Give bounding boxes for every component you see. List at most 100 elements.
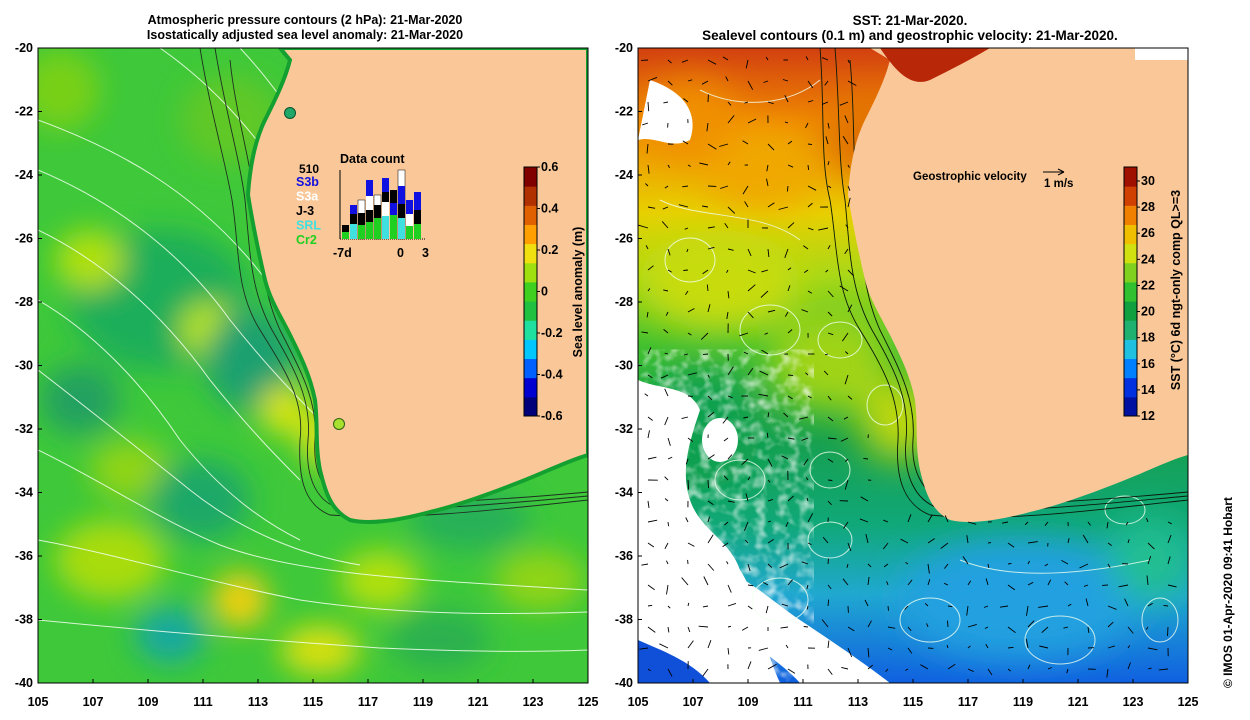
right-latitude-tick-label: -32 bbox=[615, 422, 633, 436]
mission-legend-srl: SRL bbox=[296, 219, 321, 233]
left-latitude-tick-label: -24 bbox=[15, 168, 33, 182]
sea-level-colorbar-segment bbox=[524, 377, 537, 398]
sea-level-colorbar-segment bbox=[524, 262, 537, 283]
left-longitude-tick-label: 111 bbox=[193, 695, 213, 709]
sealevel-contours bbox=[659, 79, 1179, 665]
sea-level-colorbar-segment bbox=[524, 167, 537, 187]
right-longitude-tick-label: 109 bbox=[738, 695, 759, 709]
left-longitude-tick-label: 109 bbox=[138, 695, 159, 709]
imos-credit: © IMOS 01-Apr-2020 09:41 Hobart bbox=[1221, 497, 1235, 688]
right-latitude-tick-label: -28 bbox=[615, 295, 633, 309]
right-latitude-tick-label: -22 bbox=[615, 105, 633, 119]
sst-colorbar-segment bbox=[1124, 377, 1137, 398]
sea-level-colorbar: 0.6 0.4 0.2 0 -0.2 -0.4 -0.6 Sea level anomaly… bbox=[523, 160, 585, 423]
australia-land-left bbox=[245, 48, 588, 524]
sst-colorbar-segment bbox=[1124, 205, 1137, 225]
velocity-legend-label: Geostrophic velocity bbox=[913, 171, 1027, 183]
geostrophic-velocity-arrows bbox=[638, 56, 1177, 678]
left-title-line2: Isostatically adjusted sea level anomaly… bbox=[146, 28, 464, 42]
sea-level-colorbar-segment bbox=[524, 224, 537, 245]
left-latitude-tick-label: -36 bbox=[15, 549, 33, 563]
left-map-title: Atmospheric pressure contours (2 hPa): 2… bbox=[100, 13, 510, 43]
left-longitude-tick-label: 107 bbox=[83, 695, 104, 709]
left-latitude-tick-label: -40 bbox=[15, 676, 33, 690]
australia-land-right bbox=[848, 48, 1188, 523]
right-latitude-tick-label: -38 bbox=[615, 613, 633, 627]
sea-level-colorbar-segment bbox=[524, 320, 537, 340]
velocity-legend: Geostrophic velocity 1 m/s bbox=[913, 168, 1073, 190]
sea-level-colorbar-segment bbox=[524, 281, 537, 302]
left-title-line1: Atmospheric pressure contours (2 hPa): 2… bbox=[147, 13, 463, 27]
left-longitude-tick-label: 123 bbox=[523, 695, 544, 709]
right-title-line1: SST: 21-Mar-2020. bbox=[852, 13, 968, 28]
left-longitude-tick-label: 105 bbox=[28, 695, 49, 709]
right-latitude-tick-label: -40 bbox=[615, 676, 633, 690]
sst-colorbar-segment bbox=[1124, 281, 1137, 302]
velocity-scale-arrow-icon bbox=[1057, 168, 1065, 176]
sea-level-colorbar-tick-label: 0.4 bbox=[541, 202, 558, 216]
data-count-title: Data count bbox=[340, 152, 405, 166]
sea-level-colorbar-segment bbox=[524, 205, 537, 225]
sst-colorbar-tick-label: 16 bbox=[1141, 357, 1155, 371]
right-map bbox=[638, 48, 1188, 683]
right-longitude-tick-label: 119 bbox=[1013, 695, 1033, 709]
left-latitude-tick-label: -26 bbox=[15, 232, 33, 246]
sst-colorbar-segment bbox=[1124, 262, 1137, 283]
right-map-title: SST: 21-Mar-2020. Sealevel contours (0.1… bbox=[660, 13, 1160, 43]
left-latitude-tick-label: -22 bbox=[15, 105, 33, 119]
sea-level-colorbar-segment bbox=[524, 396, 537, 417]
right-latitude-tick-label: -26 bbox=[615, 232, 633, 246]
right-longitude-tick-label: 107 bbox=[683, 695, 704, 709]
right-latitude-tick-label: -24 bbox=[615, 168, 633, 182]
left-latitude-tick-label: -32 bbox=[15, 422, 33, 436]
tide-gauge-marker-south[interactable] bbox=[333, 418, 345, 430]
axis-labels: -20 -22 -24 -26 -28 -30 -32 -34 -36 -38 -40 105 107 1… bbox=[15, 41, 1199, 709]
sea-level-colorbar-segment bbox=[524, 301, 537, 321]
sea-level-colorbar-tick-label: 0.6 bbox=[541, 160, 558, 174]
right-longitude-tick-label: 105 bbox=[628, 695, 649, 709]
sst-colorbar-segment bbox=[1124, 301, 1137, 321]
sst-colorbar-tick-label: 22 bbox=[1141, 278, 1155, 292]
mission-legend-s3a: S3a bbox=[296, 190, 319, 204]
cloud-speckle bbox=[638, 380, 798, 683]
tide-gauge-marker-north[interactable] bbox=[284, 107, 296, 119]
data-count-max: 510 bbox=[299, 162, 319, 176]
sst-colorbar-segment bbox=[1124, 243, 1137, 264]
sst-colorbar-segment bbox=[1124, 186, 1137, 206]
sea-level-colorbar-segment bbox=[524, 243, 537, 264]
sea-level-colorbar-label: Sea level anomaly (m) bbox=[571, 227, 585, 358]
left-longitude-tick-label: 113 bbox=[248, 695, 268, 709]
sea-level-colorbar-tick-label: -0.2 bbox=[541, 326, 563, 340]
sea-level-colorbar-segment bbox=[524, 339, 537, 360]
sst-colorbar-tick-label: 30 bbox=[1141, 174, 1155, 188]
left-longitude-tick-label: 117 bbox=[358, 695, 378, 709]
left-longitude-tick-label: 125 bbox=[578, 695, 599, 709]
data-count-xlabel-zero: 0 bbox=[397, 246, 404, 260]
pressure-contours bbox=[38, 48, 588, 652]
sea-level-colorbar-tick-label: 0 bbox=[541, 285, 548, 299]
mission-legend-j-3: J-3 bbox=[296, 204, 314, 218]
right-latitude-tick-label: -34 bbox=[615, 486, 633, 500]
data-count-xlabel-start: -7d bbox=[333, 246, 352, 260]
sst-colorbar-tick-label: 12 bbox=[1141, 409, 1155, 423]
left-longitude-tick-label: 119 bbox=[413, 695, 433, 709]
left-longitude-tick-label: 115 bbox=[303, 695, 323, 709]
left-latitude-tick-label: -34 bbox=[15, 486, 33, 500]
left-latitude-tick-label: -38 bbox=[15, 613, 33, 627]
right-longitude-tick-label: 121 bbox=[1068, 695, 1089, 709]
data-count-bars bbox=[342, 169, 421, 240]
sst-colorbar-tick-label: 20 bbox=[1141, 305, 1155, 319]
sst-colorbar-segment bbox=[1124, 167, 1137, 187]
sst-colorbar-segment bbox=[1124, 396, 1137, 417]
sea-level-colorbar-segment bbox=[524, 186, 537, 206]
left-longitude-tick-label: 121 bbox=[468, 695, 489, 709]
sst-colorbar-tick-label: 26 bbox=[1141, 226, 1155, 240]
sst-colorbar: 30 28 26 24 22 20 18 16 14 12 SST (°C) 6d ngt-onl… bbox=[1123, 166, 1183, 423]
left-map bbox=[38, 48, 588, 683]
velocity-scale-label: 1 m/s bbox=[1044, 178, 1073, 190]
right-longitude-tick-label: 125 bbox=[1178, 695, 1199, 709]
right-latitude-tick-label: -20 bbox=[615, 41, 633, 55]
